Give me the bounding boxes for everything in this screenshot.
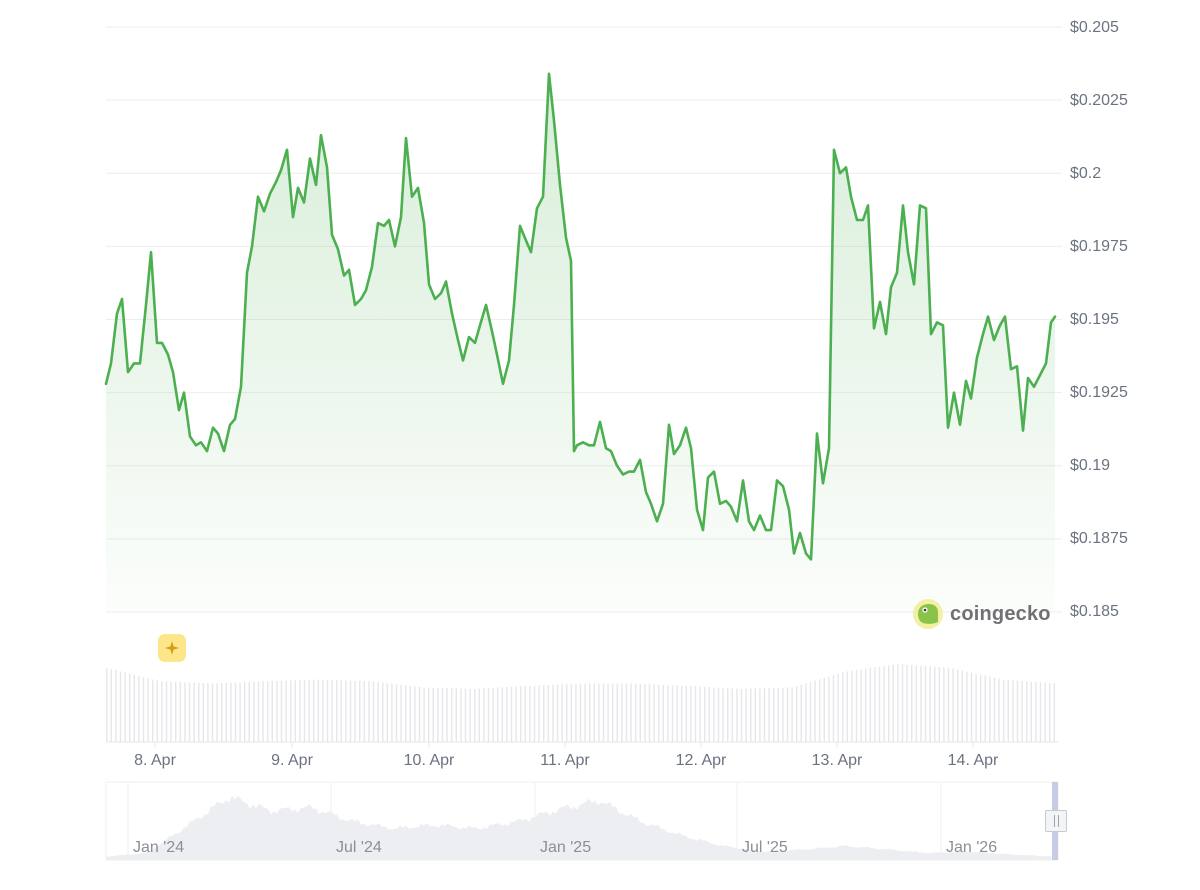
- y-tick-label: $0.2025: [1070, 92, 1128, 109]
- x-tick-label: 11. Apr: [540, 752, 590, 769]
- volume-bars: [106, 664, 1055, 742]
- y-tick-label: $0.1925: [1070, 384, 1128, 401]
- y-tick-label: $0.2: [1070, 165, 1102, 182]
- navigator-area: [106, 795, 1052, 860]
- x-tick-label: 14. Apr: [947, 752, 999, 769]
- x-tick-label: 10. Apr: [403, 752, 455, 769]
- coingecko-watermark: coingecko: [912, 598, 1051, 630]
- grip-line: [1057, 815, 1059, 827]
- y-tick-label: $0.1975: [1070, 238, 1128, 255]
- coingecko-logo-icon: [913, 599, 943, 629]
- navigator-tick-label: Jan '26: [946, 839, 998, 856]
- event-marker-button[interactable]: [158, 634, 186, 662]
- x-tick-label: 8. Apr: [134, 752, 176, 769]
- x-tick-marks: [154, 742, 974, 748]
- brand-name: coingecko: [950, 602, 1051, 625]
- navigator-drag-handle[interactable]: [1045, 810, 1067, 832]
- navigator-tick-label: Jul '24: [336, 839, 382, 856]
- price-area-fill: [106, 73, 1055, 613]
- price-line[interactable]: [104, 72, 1057, 561]
- sparkle-icon: [165, 641, 179, 655]
- y-tick-label: $0.19: [1070, 457, 1111, 474]
- y-tick-label: $0.185: [1070, 603, 1119, 620]
- y-tick-label: $0.205: [1070, 19, 1119, 36]
- y-tick-label: $0.1875: [1070, 530, 1128, 547]
- navigator-tick-label: Jan '24: [133, 839, 185, 856]
- x-tick-label: 9. Apr: [271, 752, 313, 769]
- y-tick-label: $0.195: [1070, 311, 1119, 328]
- x-tick-label: 12. Apr: [675, 752, 727, 769]
- navigator-tick-label: Jul '25: [742, 839, 788, 856]
- grip-line: [1053, 815, 1055, 827]
- navigator-tick-label: Jan '25: [540, 839, 592, 856]
- x-tick-label: 13. Apr: [811, 752, 863, 769]
